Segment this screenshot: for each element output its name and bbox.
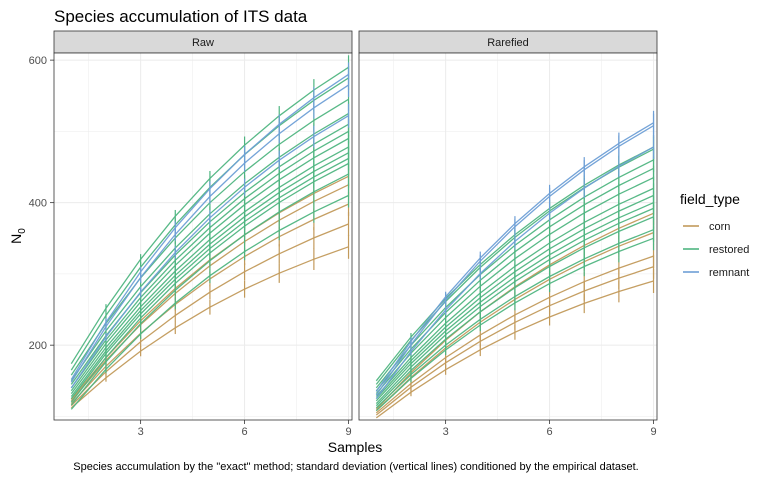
y-axis: 200 400 600 [29,55,54,352]
x-tick-label: 9 [650,426,656,438]
panel-rarefied-series [375,110,655,419]
panel-raw-border [53,52,353,421]
y-tick-label: 600 [29,55,47,67]
legend-label: corn [709,221,730,233]
legend: field_type corn restored remnant [680,191,749,279]
legend-item-corn: corn [683,221,730,233]
legend-item-remnant: remnant [683,267,749,279]
y-axis-title-subscript: 0 [17,228,28,234]
series-corn [375,269,655,419]
series-remnant [70,103,350,389]
legend-items: corn restored remnant [683,221,749,279]
panel-raw: Raw [53,30,353,421]
series-corn [375,254,655,416]
x-tick-label: 9 [345,426,351,438]
y-axis-title-main: N [8,234,24,244]
panel-raw-label: Raw [192,37,214,49]
series-restored [70,162,350,406]
y-axis-title: N0 [8,228,28,244]
x-tick-label: 6 [547,426,553,438]
series-restored [375,226,655,412]
y-tick-label: 200 [29,340,47,352]
panel-raw-series [70,55,350,410]
legend-label: remnant [709,267,749,279]
x-tick-label: 6 [242,426,248,438]
chart-title: Species accumulation of ITS data [54,7,308,26]
series-remnant [375,135,655,399]
panel-rarefied: Rarefied [358,30,658,421]
legend-item-restored: restored [683,244,749,256]
x-axis: 3 6 9 3 6 9 [138,420,657,438]
series-remnant [70,73,350,383]
legend-title: field_type [680,191,740,207]
x-tick-label: 3 [138,426,144,438]
x-tick-label: 3 [443,426,449,438]
chart-caption: Species accumulation by the "exact" meth… [73,461,638,473]
series-remnant [375,113,655,396]
legend-label: restored [709,244,749,256]
panel-rarefied-border [358,52,658,421]
panel-raw-background [54,53,352,420]
series-corn [70,234,350,409]
y-tick-label: 400 [29,198,47,210]
panel-rarefied-label: Rarefied [487,37,529,49]
series-restored [70,183,350,410]
x-axis-title: Samples [328,439,382,455]
